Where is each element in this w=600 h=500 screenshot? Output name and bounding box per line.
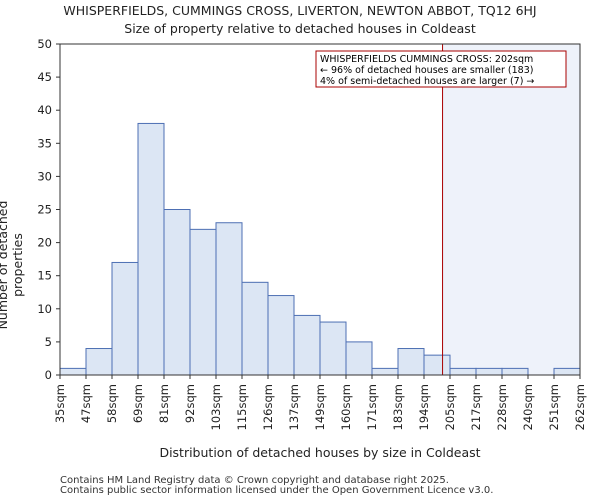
bar-58sqm	[111, 261, 139, 376]
chart-subtitle: Size of property relative to detached ho…	[124, 21, 476, 36]
x-tick-label: 47sqm	[79, 384, 93, 423]
x-tick-label: 183sqm	[391, 384, 405, 430]
x-tick-label: 194sqm	[417, 384, 431, 430]
x-tick-label: 160sqm	[339, 384, 353, 430]
bars-group	[59, 122, 581, 376]
bar-35sqm	[59, 367, 87, 376]
bar-92sqm	[189, 228, 217, 376]
annotation-line-2: ← 96% of detached houses are smaller (18…	[320, 65, 533, 76]
bar-171sqm	[371, 367, 399, 376]
x-tick-label: 81sqm	[157, 384, 171, 423]
x-tick-label: 228sqm	[495, 384, 509, 430]
x-tick-label: 262sqm	[573, 384, 587, 430]
x-axis-label: Distribution of detached houses by size …	[159, 445, 481, 460]
bar-69sqm	[137, 122, 165, 376]
y-tick-label: 5	[45, 335, 52, 349]
x-tick-label: 205sqm	[443, 384, 457, 430]
annotation-line-3: 4% of semi-detached houses are larger (7…	[320, 76, 534, 87]
y-tick-label: 20	[37, 236, 52, 250]
y-tick-label: 50	[37, 37, 52, 51]
y-axis-label: Number of detached properties	[0, 200, 25, 330]
bar-194sqm	[423, 354, 451, 376]
annotation-box	[315, 50, 567, 88]
highlight-region	[442, 44, 580, 375]
x-tick-label: 217sqm	[469, 384, 483, 430]
bar-149sqm	[319, 321, 347, 376]
x-tick-label: 115sqm	[235, 384, 249, 430]
footer-line-1: Contains HM Land Registry data © Crown c…	[60, 475, 449, 486]
y-tick-label: 15	[37, 269, 52, 283]
annotation-group: WHISPERFIELDS CUMMINGS CROSS: 202sqm ← 9…	[315, 50, 567, 88]
y-tick-label: 45	[37, 70, 52, 84]
x-tick-label: 126sqm	[261, 384, 275, 430]
x-tick-label: 240sqm	[521, 384, 535, 430]
x-tick-label: 171sqm	[365, 384, 379, 430]
bar-251sqm	[553, 367, 581, 376]
x-tick-label: 69sqm	[131, 384, 145, 423]
bar-115sqm	[241, 281, 269, 376]
bar-228sqm	[501, 367, 529, 376]
y-tick-label: 10	[37, 302, 52, 316]
y-tick-label: 25	[37, 203, 52, 217]
bar-205sqm	[449, 367, 477, 376]
chart-title: WHISPERFIELDS, CUMMINGS CROSS, LIVERTON,…	[63, 3, 537, 18]
bar-103sqm	[215, 222, 243, 376]
y-tick-label: 0	[45, 368, 52, 382]
bar-137sqm	[293, 314, 321, 376]
y-tick-label: 35	[37, 136, 52, 150]
bar-126sqm	[267, 295, 295, 376]
y-tick-label: 40	[37, 103, 52, 117]
bar-81sqm	[163, 209, 191, 376]
x-tick-label: 103sqm	[209, 384, 223, 430]
x-tick-label: 58sqm	[105, 384, 119, 423]
bar-183sqm	[397, 348, 425, 376]
x-tick-label: 137sqm	[287, 384, 301, 430]
x-tick-label: 92sqm	[183, 384, 197, 423]
annotation-line-1: WHISPERFIELDS CUMMINGS CROSS: 202sqm	[320, 54, 533, 65]
x-tick-label: 251sqm	[547, 384, 561, 430]
bar-217sqm	[475, 367, 503, 376]
bar-160sqm	[345, 341, 373, 376]
x-tick-label: 149sqm	[313, 384, 327, 430]
bar-47sqm	[85, 348, 113, 376]
axes-group: 0 5 10 15 20 25 30 35 40 45 50 35sqm 47sqm 58sqm 69sqm…	[37, 37, 587, 430]
y-tick-label: 30	[37, 169, 52, 183]
x-tick-label: 35sqm	[53, 384, 67, 423]
footer-line-2: Contains public sector information licen…	[60, 485, 494, 496]
